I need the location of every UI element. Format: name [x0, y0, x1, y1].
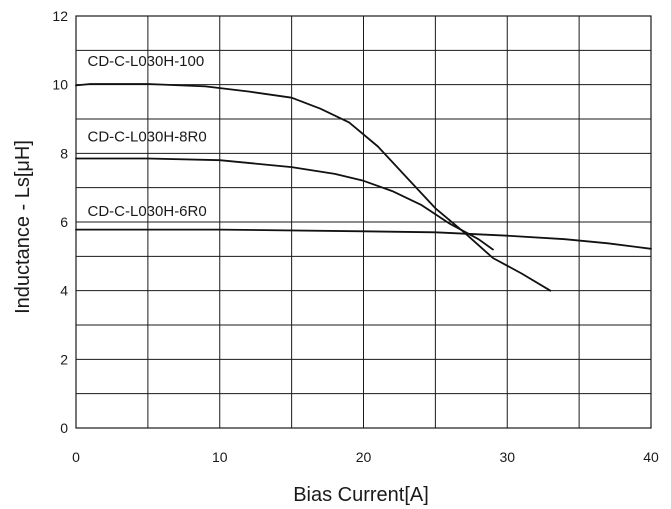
- series-lines: [75, 83, 652, 292]
- series-labels: CD-C-L030H-100 CD-C-L030H-8R0 CD-C-L030H-6…: [88, 53, 207, 220]
- y-tick-label: 8: [60, 145, 68, 161]
- plot-frame: [75, 15, 652, 429]
- y-tick-label: 2: [60, 351, 68, 367]
- x-tick-labels: 0 10 20 30 40: [72, 449, 659, 465]
- x-tick-label: 20: [356, 449, 372, 465]
- series-line: [75, 228, 652, 250]
- x-tick-label: 10: [212, 449, 228, 465]
- x-tick-label: 40: [643, 449, 659, 465]
- y-tick-label: 0: [60, 420, 68, 436]
- y-tick-label: 6: [60, 214, 68, 230]
- series-line: [75, 83, 552, 292]
- x-tick-label: 30: [499, 449, 515, 465]
- y-tick-label: 12: [52, 8, 68, 24]
- x-tick-label: 0: [72, 449, 80, 465]
- y-tick-label: 10: [52, 77, 68, 93]
- y-tick-labels: 0 2 4 6 8 10 12: [52, 8, 68, 436]
- y-axis-title: Inductance - Ls[μH]: [12, 140, 34, 314]
- series-label: CD-C-L030H-8R0: [88, 128, 207, 145]
- series-line: [75, 157, 494, 251]
- series-label: CD-C-L030H-6R0: [88, 203, 207, 220]
- x-axis-title: Bias Current[A]: [293, 484, 429, 506]
- grid-lines: [76, 16, 651, 428]
- y-tick-label: 4: [60, 283, 68, 299]
- series-label: CD-C-L030H-100: [88, 53, 205, 70]
